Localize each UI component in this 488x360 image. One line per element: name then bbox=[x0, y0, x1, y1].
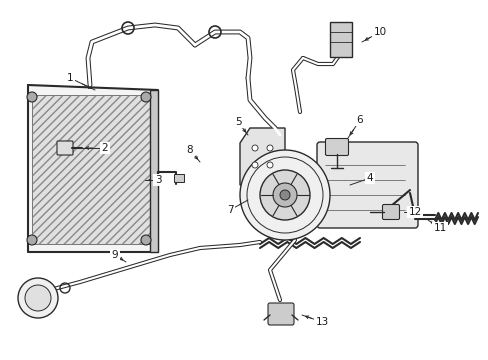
Circle shape bbox=[141, 92, 151, 102]
Text: 11: 11 bbox=[432, 223, 446, 233]
Text: 10: 10 bbox=[373, 27, 386, 37]
Bar bbox=[32, 95, 150, 244]
Circle shape bbox=[240, 150, 329, 240]
Bar bbox=[174, 174, 183, 182]
Text: 6: 6 bbox=[356, 115, 363, 125]
Polygon shape bbox=[28, 85, 158, 252]
FancyBboxPatch shape bbox=[267, 303, 293, 325]
Circle shape bbox=[27, 92, 37, 102]
FancyBboxPatch shape bbox=[316, 142, 417, 228]
Circle shape bbox=[260, 170, 309, 220]
Text: 7: 7 bbox=[226, 205, 233, 215]
Circle shape bbox=[280, 190, 289, 200]
Text: 4: 4 bbox=[366, 173, 372, 183]
Text: 5: 5 bbox=[234, 117, 241, 127]
Text: 9: 9 bbox=[111, 250, 118, 260]
Circle shape bbox=[272, 183, 296, 207]
Text: 1: 1 bbox=[66, 73, 73, 83]
FancyBboxPatch shape bbox=[382, 204, 399, 220]
Polygon shape bbox=[240, 128, 285, 185]
FancyBboxPatch shape bbox=[57, 141, 73, 155]
Circle shape bbox=[27, 235, 37, 245]
Bar bbox=[329, 22, 351, 57]
FancyBboxPatch shape bbox=[325, 139, 348, 156]
Circle shape bbox=[141, 235, 151, 245]
Text: 3: 3 bbox=[154, 175, 161, 185]
Circle shape bbox=[251, 162, 258, 168]
Bar bbox=[32, 95, 150, 244]
Text: 12: 12 bbox=[407, 207, 421, 217]
Circle shape bbox=[25, 285, 51, 311]
Bar bbox=[150, 90, 158, 252]
Text: 13: 13 bbox=[315, 317, 328, 327]
Text: 8: 8 bbox=[186, 145, 193, 155]
Circle shape bbox=[18, 278, 58, 318]
Text: 2: 2 bbox=[102, 143, 108, 153]
Circle shape bbox=[251, 145, 258, 151]
Circle shape bbox=[266, 145, 272, 151]
Circle shape bbox=[266, 162, 272, 168]
